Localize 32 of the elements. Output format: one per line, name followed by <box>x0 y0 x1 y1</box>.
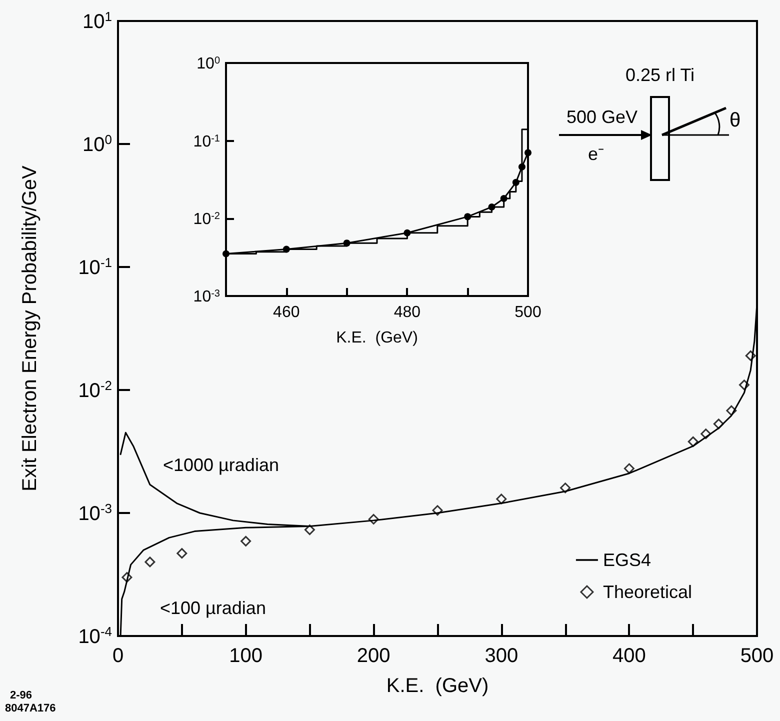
x-axis-title: K.E. (GeV) <box>386 675 489 697</box>
legend-label: EGS4 <box>602 550 651 570</box>
x-axis-title: K.E. (GeV) <box>336 330 418 346</box>
y-tick-label: 10$^{-2}$ <box>78 378 112 402</box>
x-tick-label: 480 <box>394 304 421 321</box>
annotation: 0.25 rl Ti <box>625 64 695 85</box>
text: 2-96 <box>10 690 32 702</box>
y-tick-label: 10$^{1}$ <box>82 8 112 33</box>
annotation: <1000 µradian <box>163 455 279 475</box>
x-tick-label: 500 <box>514 304 542 321</box>
x-tick-label: 0 <box>112 645 124 667</box>
text: 8047A176 <box>5 702 56 714</box>
annotation: θ <box>729 109 741 132</box>
y-tick-label: 10$^{-1}$ <box>78 254 112 279</box>
annotation: e⁻ <box>588 144 604 164</box>
x-tick-label: 300 <box>484 645 518 667</box>
y-axis-title: Exit Electron Energy Probability/GeV <box>19 164 41 492</box>
y-tick-label: 10$^{0}$ <box>196 55 220 73</box>
legend-label: Theoretical <box>602 582 692 602</box>
x-tick-label: 200 <box>356 645 390 667</box>
y-tick-label: 10$^{0}$ <box>82 132 112 156</box>
y-tick-label: 10$^{-3}$ <box>78 500 112 525</box>
x-tick-label: 400 <box>612 645 646 667</box>
x-tick-label: 500 <box>740 645 774 667</box>
y-tick-label: 10$^{-3}$ <box>193 288 220 306</box>
y-tick-label: 10$^{-1}$ <box>193 132 220 150</box>
x-tick-label: 100 <box>229 645 262 667</box>
annotation: 500 GeV <box>566 106 638 127</box>
x-tick-label: 460 <box>273 304 300 321</box>
y-tick-label: 10$^{-4}$ <box>78 624 112 648</box>
annotation: <100 µradian <box>160 598 266 618</box>
y-tick-label: 10$^{-2}$ <box>193 210 220 228</box>
